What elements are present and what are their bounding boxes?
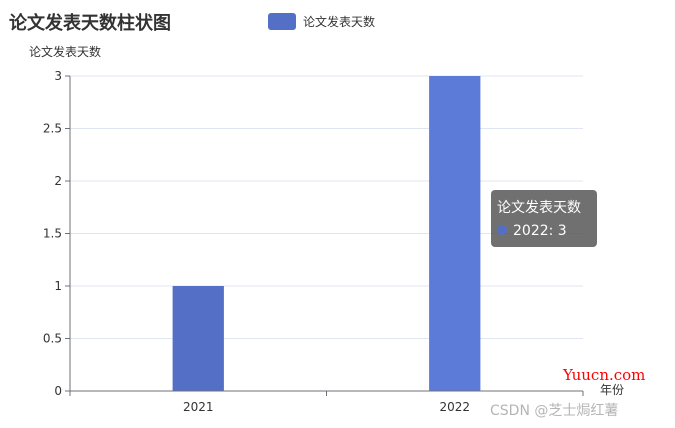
y-tick-labels: 0 0.5 1 1.5 2 2.5 3 [43,69,62,398]
y-tick-label: 1.5 [43,227,62,241]
x-tick-label: 2021 [183,400,214,414]
legend[interactable]: 论文发表天数 [268,13,375,30]
tooltip-value: 2022: 3 [513,223,567,239]
watermark-yuucn: Yuucn.com [562,366,645,384]
tooltip-box [491,190,597,247]
y-tick-label: 0 [54,384,62,398]
x-axis-label: 年份 [600,383,624,397]
x-tick-label: 2022 [439,400,470,414]
grid-lines [70,75,583,339]
y-axis-label: 论文发表天数 [29,44,101,59]
chart-title: 论文发表天数柱状图 [9,12,171,34]
bars [172,76,481,391]
tooltip-series-marker [497,225,507,235]
axes [65,75,584,396]
tooltip: 论文发表天数 2022: 3 [491,190,597,247]
y-tick-label: 0.5 [43,332,62,346]
tooltip-title: 论文发表天数 [497,200,581,216]
x-tick-labels: 2021 2022 [183,400,470,414]
watermark-csdn: CSDN @芝士焗红薯 [490,403,618,419]
legend-label[interactable]: 论文发表天数 [303,14,375,29]
y-tick-label: 3 [54,69,62,83]
y-tick-label: 1 [54,279,62,293]
bar-2021[interactable] [172,286,224,391]
legend-swatch[interactable] [268,13,296,30]
y-tick-label: 2.5 [43,122,62,136]
bar-2022[interactable] [429,76,481,391]
y-tick-label: 2 [54,174,62,188]
